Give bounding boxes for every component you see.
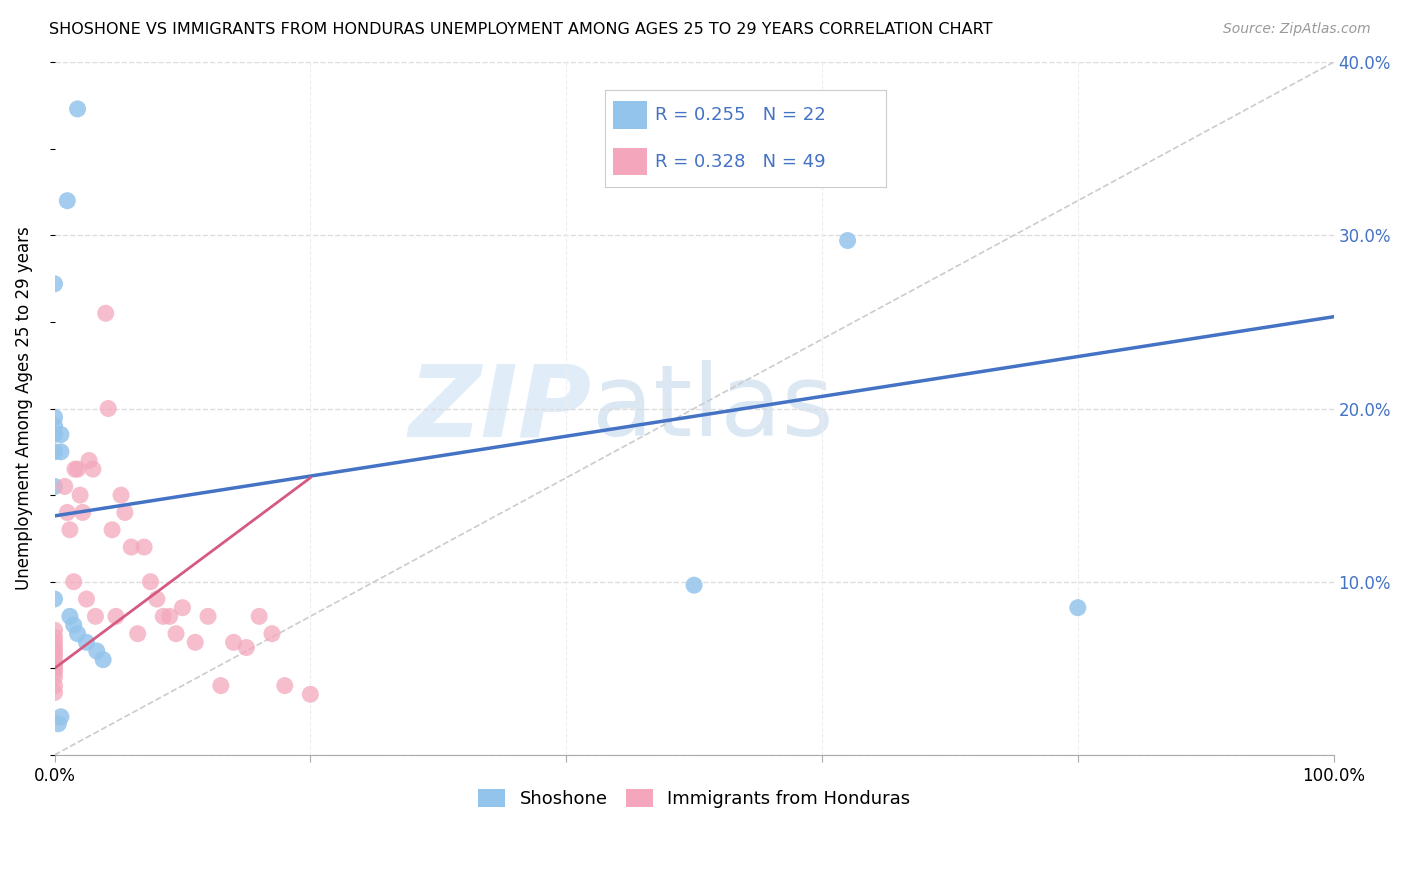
Point [44,418,66,433]
Point [86,644,108,658]
Point [77,453,100,467]
Point [101,523,124,537]
Point [683,578,706,592]
Point [44,644,66,658]
Point [104,609,127,624]
Point [49,445,72,459]
Point [44,445,66,459]
Point [165,626,187,640]
Point [44,648,66,662]
Point [152,609,174,624]
Point [114,505,136,519]
Point [120,540,142,554]
Point [139,574,162,589]
Point [66,102,89,116]
Y-axis label: Unemployment Among Ages 25 to 29 years: Unemployment Among Ages 25 to 29 years [15,227,32,591]
Point [62,618,84,632]
Point [91,653,114,667]
Text: Source: ZipAtlas.com: Source: ZipAtlas.com [1223,22,1371,37]
Point [44,665,66,679]
Point [59,609,82,624]
Point [172,600,194,615]
Point [235,640,257,655]
Point [132,540,155,554]
Text: atlas: atlas [592,360,834,457]
Point [247,609,270,624]
Point [44,410,66,425]
Point [44,657,66,672]
Text: ZIP: ZIP [409,360,592,457]
Point [44,479,66,493]
Point [44,640,66,655]
Point [69,488,91,502]
Point [76,635,98,649]
Point [44,670,66,684]
Point [44,630,66,644]
Point [44,679,66,693]
Point [44,653,66,667]
Text: SHOSHONE VS IMMIGRANTS FROM HONDURAS UNEMPLOYMENT AMONG AGES 25 TO 29 YEARS CORR: SHOSHONE VS IMMIGRANTS FROM HONDURAS UNE… [49,22,993,37]
Point [110,488,132,502]
Point [260,626,283,640]
Point [49,710,72,724]
Point [84,609,107,624]
Legend: Shoshone, Immigrants from Honduras: Shoshone, Immigrants from Honduras [471,781,918,815]
Point [127,626,149,640]
Point [76,592,98,607]
Point [274,679,297,693]
Point [66,626,89,640]
Point [299,687,322,701]
Point [44,427,66,442]
Point [222,635,245,649]
Point [82,462,104,476]
Point [159,609,181,624]
Point [48,716,70,731]
Point [72,505,94,519]
Point [63,462,86,476]
Point [209,679,232,693]
Point [146,592,169,607]
Point [97,401,120,416]
Point [56,194,79,208]
Point [53,479,76,493]
Point [56,505,79,519]
Point [59,523,82,537]
Point [62,574,84,589]
Point [44,661,66,675]
Point [44,592,66,607]
Point [94,306,117,320]
Point [837,234,859,248]
Point [1067,600,1090,615]
Point [184,635,207,649]
Point [44,624,66,638]
Point [66,462,89,476]
Point [197,609,219,624]
Point [44,635,66,649]
Point [49,427,72,442]
Point [44,685,66,699]
Point [44,277,66,291]
